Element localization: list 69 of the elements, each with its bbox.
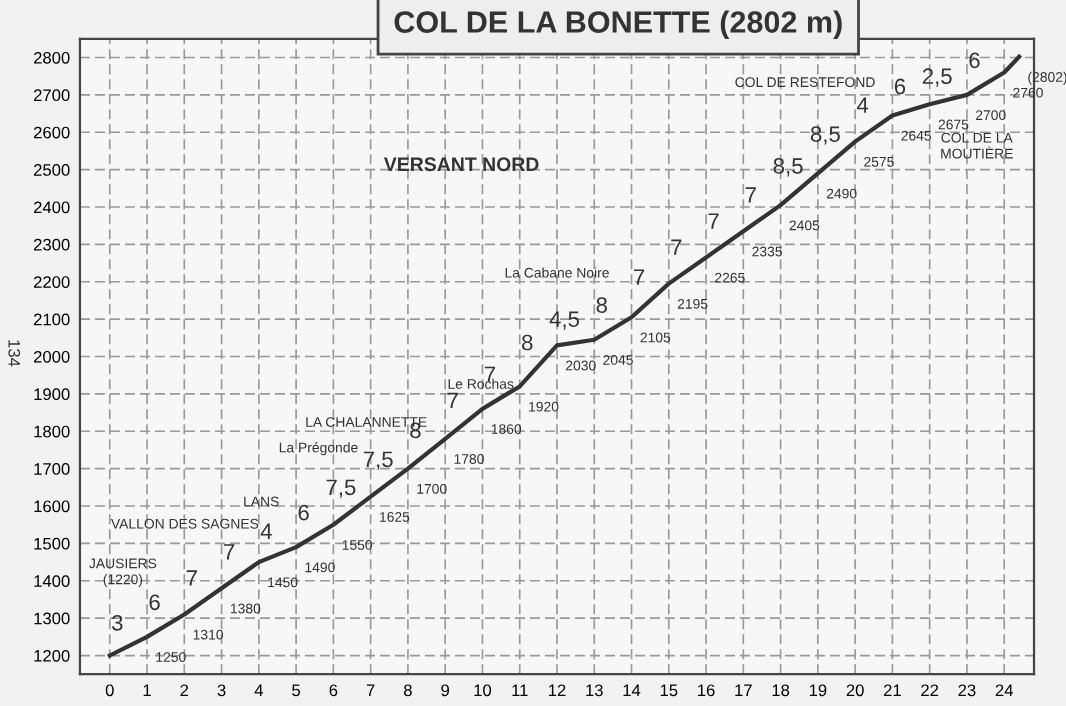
y-tick-label: 1500 [34,537,70,550]
x-tick-label: 21 [883,684,901,697]
annotation: 8,5 [810,126,840,145]
annotation: 6 [894,78,906,95]
annotation: 8,5 [773,158,803,177]
y-tick-label: 1700 [34,463,70,475]
x-tick-label: 16 [698,684,715,697]
y-tick-label: 1200 [34,649,70,662]
x-tick-label: 14 [623,684,641,697]
x-tick-label: 13 [586,684,603,697]
x-tick-label: 18 [772,684,790,697]
x-tick-label: 6 [329,684,338,697]
annotation: 7 [708,213,719,229]
x-tick-label: 15 [660,684,678,697]
y-tick-label: 2100 [33,313,70,326]
annotation: 4 [260,523,272,539]
x-tick-label: 20 [846,684,864,697]
x-tick-label: 7 [366,684,375,697]
x-tick-label: 3 [217,684,226,697]
x-tick-label: 11 [512,684,528,697]
x-tick-label: 12 [548,684,566,697]
x-tick-label: 5 [292,684,301,697]
text: 134 [8,340,21,367]
y-tick-label: 2000 [33,350,70,363]
y-tick-label: 1300 [34,612,70,625]
annotation: 6 [298,504,309,521]
x-tick-label: 1 [143,684,151,697]
annotation: 7,5 [363,451,393,470]
x-tick-label: 23 [958,684,976,697]
annotation: 8 [522,334,533,351]
annotation: 7 [447,392,458,409]
annotation: 7 [671,239,682,255]
y-tick-label: 2300 [33,238,70,251]
x-tick-label: 4 [254,684,263,697]
x-tick-label: 17 [735,684,752,697]
annotation: 8 [596,297,607,313]
annotation: VERSANT NORD [383,157,539,172]
x-tick-label: 2 [180,684,189,697]
y-tick-label: 1400 [34,575,70,587]
x-tick-label: 10 [474,684,492,697]
y-tick-label: 2200 [33,276,70,288]
annotation: 7 [745,187,756,203]
y-tick-label: 2700 [33,89,70,102]
y-tick-label: 2500 [33,164,70,176]
annotation: 8 [410,422,421,439]
annotation: 3 [111,614,123,631]
x-tick-label: 24 [995,684,1013,697]
x-tick-label: 9 [441,684,450,697]
annotation: 7 [484,366,496,382]
annotation: 4,5 [549,311,580,330]
y-tick-label: 2800 [33,51,70,64]
annotation: 7 [634,269,645,285]
x-tick-label: 22 [921,684,939,697]
y-tick-label: 2600 [33,126,70,139]
x-tick-label: 19 [809,684,827,697]
annotation: 6 [969,52,980,69]
annotation: 7 [186,570,197,586]
y-tick-label: 2400 [33,201,70,214]
annotation: 7,5 [326,479,356,498]
y-tick-label: 1800 [34,425,70,438]
x-tick-label: 0 [105,684,114,697]
chart-title: COL DE LA BONETTE (2802 m) [394,10,842,39]
x-tick-label: 8 [404,684,412,697]
y-tick-label: 1600 [34,500,70,513]
annotation: 7 [224,544,235,560]
annotation: 6 [149,594,160,611]
y-tick-label: 1900 [34,388,70,401]
annotation: 2,5 [922,68,952,87]
annotation: 4 [856,97,869,113]
